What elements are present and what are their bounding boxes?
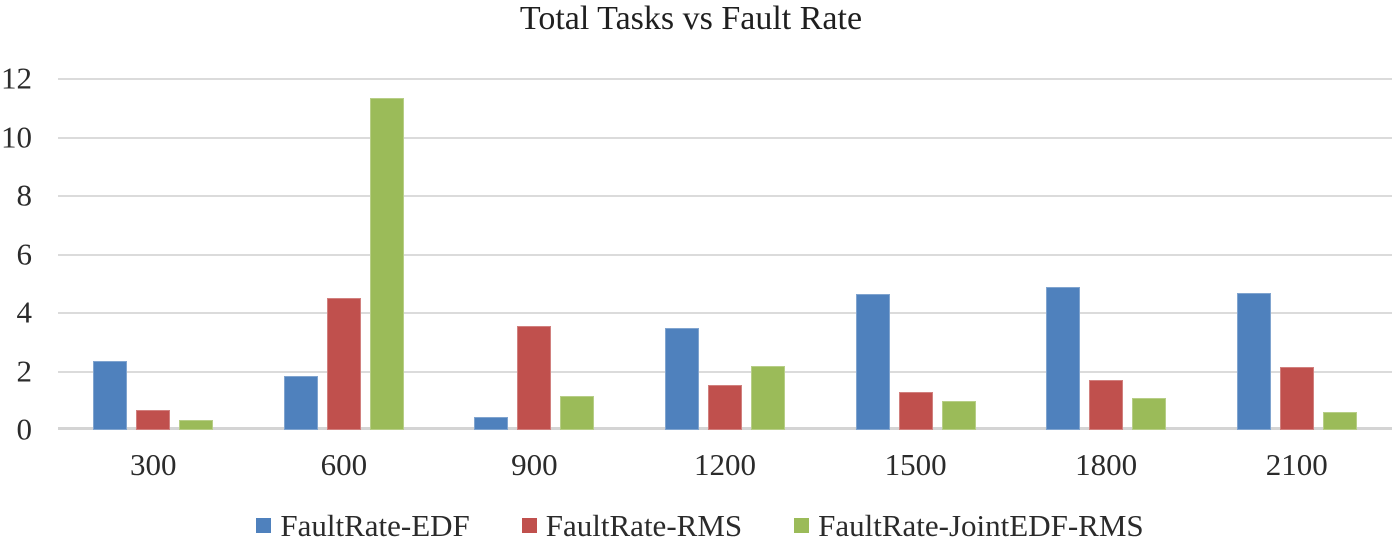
- legend-item-faultrate-rms: FaultRate-RMS: [521, 508, 743, 543]
- y-tick-label-10: 10: [1, 118, 32, 154]
- x-tick-label-2100: 2100: [1265, 447, 1328, 482]
- x-tick-label-900: 900: [511, 447, 558, 482]
- x-axis: 300 600 900 1200 1500 1800 2100: [58, 449, 1392, 489]
- chart-title: Total Tasks vs Fault Rate: [519, 0, 863, 37]
- bar-faultrate-jointedf-rms-1500: [941, 400, 976, 430]
- bar-faultrate-edf-900: [474, 416, 509, 430]
- bar-faultrate-jointedf-rms-2100: [1322, 412, 1357, 430]
- bar-faultrate-rms-300: [136, 409, 171, 430]
- legend-item-faultrate-jointedf-rms: FaultRate-JointEDF-RMS: [794, 510, 1144, 541]
- gridline-y-8: [58, 195, 1392, 197]
- bar-faultrate-edf-1200: [665, 327, 699, 430]
- bar-faultrate-edf-300: [93, 361, 128, 430]
- bar-faultrate-rms-900: [517, 326, 552, 430]
- gridline-y-10: [58, 136, 1392, 139]
- legend-swatch-icon: [521, 518, 537, 533]
- bar-faultrate-edf-2100: [1236, 292, 1271, 430]
- x-tick-label-1200: 1200: [693, 447, 756, 482]
- bar-faultrate-edf-600: [283, 375, 318, 430]
- bar-faultrate-jointedf-rms-1800: [1132, 397, 1167, 430]
- y-tick-label-8: 8: [16, 177, 33, 213]
- gridline-y-12: [58, 78, 1392, 80]
- y-tick-label-6: 6: [16, 235, 33, 271]
- legend-item-faultrate-edf: FaultRate-EDF: [256, 508, 470, 543]
- bar-faultrate-jointedf-rms-1200: [751, 365, 785, 430]
- y-tick-label-0: 0: [16, 411, 33, 447]
- bar-faultrate-jointedf-rms-600: [369, 98, 404, 430]
- y-tick-label-12: 12: [1, 60, 32, 96]
- x-tick-label-300: 300: [130, 447, 177, 482]
- x-tick-label-1800: 1800: [1075, 447, 1138, 482]
- legend-swatch-icon: [794, 518, 810, 533]
- bar-faultrate-edf-1500: [855, 294, 890, 430]
- gridline-y-2: [58, 370, 1392, 373]
- bar-faultrate-rms-1200: [708, 384, 742, 430]
- gridline-y-6: [58, 253, 1392, 256]
- bar-faultrate-rms-1800: [1089, 380, 1124, 430]
- bar-faultrate-rms-600: [326, 298, 361, 430]
- plot-area: [58, 78, 1392, 430]
- gridline-y-4: [58, 312, 1392, 314]
- bar-faultrate-jointedf-rms-300: [179, 419, 214, 430]
- legend-label: FaultRate-RMS: [545, 508, 743, 543]
- y-axis: 0 2 4 6 8 10 12: [0, 62, 46, 444]
- legend-swatch-icon: [256, 518, 272, 533]
- bar-faultrate-edf-1800: [1046, 286, 1081, 430]
- y-tick-label-4: 4: [16, 294, 33, 330]
- x-tick-label-600: 600: [320, 447, 368, 482]
- legend-label: FaultRate-JointEDF-RMS: [818, 508, 1144, 543]
- bar-faultrate-jointedf-rms-900: [560, 396, 595, 430]
- bar-faultrate-rms-2100: [1279, 367, 1314, 430]
- legend: FaultRate-EDF FaultRate-RMS FaultRate-Join…: [0, 510, 1400, 541]
- x-tick-label-1500: 1500: [884, 447, 947, 482]
- bar-faultrate-rms-1500: [898, 391, 933, 430]
- legend-label: FaultRate-EDF: [280, 508, 470, 543]
- y-tick-label-2: 2: [16, 352, 33, 388]
